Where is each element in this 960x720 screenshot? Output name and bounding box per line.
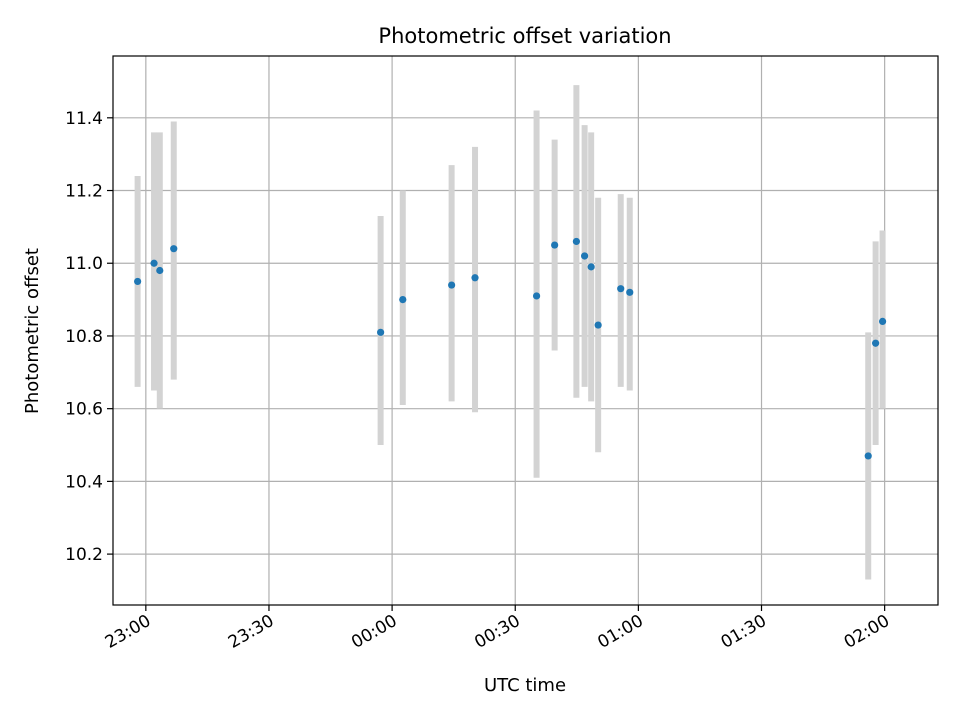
- data-points: [134, 237, 887, 460]
- y-axis-ticks: 10.2 10.4 10.6 10.8 11.0 11.2 11.4: [65, 109, 113, 565]
- data-point: [581, 252, 589, 260]
- data-point: [532, 292, 541, 300]
- y-tick-label: 11.0: [65, 254, 103, 274]
- grid: [113, 56, 938, 605]
- data-point: [399, 295, 407, 304]
- y-tick-label: 10.2: [65, 545, 103, 565]
- y-tick-label: 11.2: [65, 182, 103, 202]
- y-tick-label: 10.8: [65, 327, 103, 347]
- data-point: [878, 317, 887, 326]
- data-point: [572, 237, 580, 246]
- plot-frame: [112, 55, 939, 606]
- chart-title: Photometric offset variation: [378, 24, 671, 48]
- y-tick-label: 10.6: [65, 400, 103, 420]
- y-axis-label: Photometric offset: [22, 248, 43, 414]
- data-point: [377, 328, 385, 336]
- data-point: [471, 274, 479, 282]
- data-point: [170, 245, 178, 253]
- data-point: [134, 277, 142, 286]
- data-point: [864, 452, 872, 460]
- data-point: [872, 339, 880, 347]
- data-point: [448, 281, 456, 289]
- data-point: [617, 285, 625, 293]
- data-point: [150, 259, 158, 267]
- x-axis-label: UTC time: [484, 675, 566, 696]
- data-point: [156, 266, 164, 275]
- y-tick-label: 11.4: [65, 109, 103, 129]
- y-tick-label: 10.4: [65, 472, 103, 492]
- data-point: [594, 321, 602, 329]
- data-point: [587, 263, 595, 271]
- data-point: [551, 241, 559, 249]
- data-point: [626, 288, 634, 296]
